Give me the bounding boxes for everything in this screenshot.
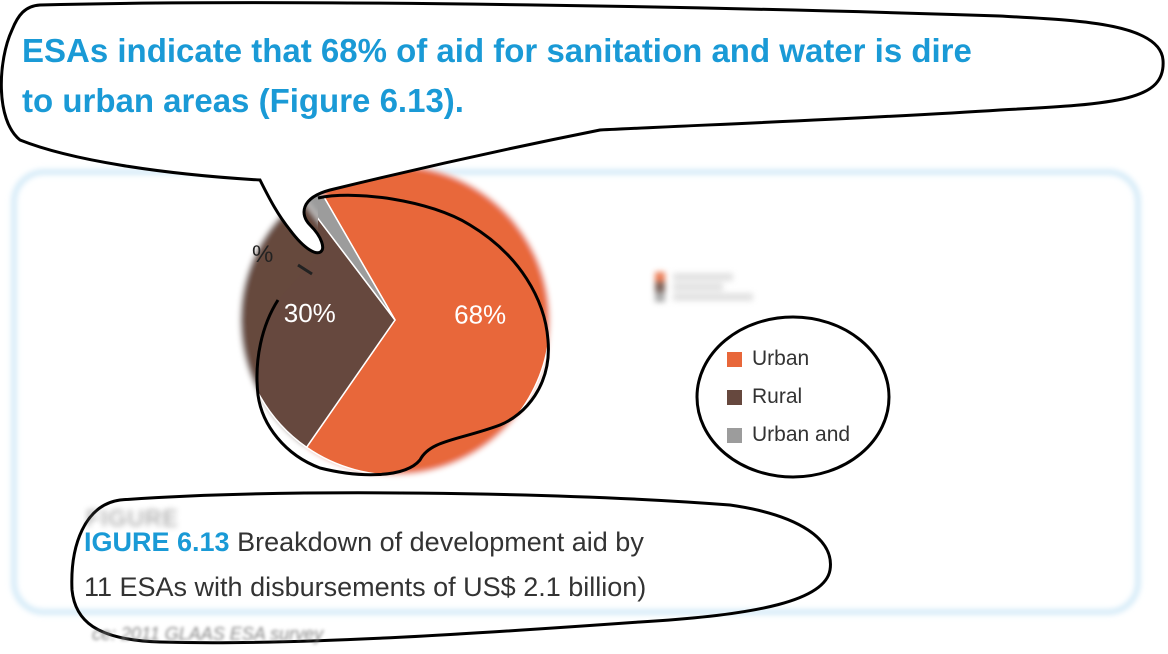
legend-label: Urban and — [752, 423, 851, 446]
legend-label: Rural — [752, 385, 803, 408]
headline: ESAs indicate that 68% of aid for sanita… — [22, 26, 1162, 126]
figure-caption: IGURE 6.13 Breakdown of development aid … — [84, 520, 646, 610]
legend-item-urban-and: Urban and — [727, 416, 850, 454]
legend-swatch — [727, 351, 742, 367]
headline-line-1: ESAs indicate that 68% of aid for sanita… — [22, 32, 972, 69]
speech-bubble — [0, 1, 1165, 255]
pie-data-label-small: % — [252, 241, 273, 268]
pie-slice-urban — [305, 195, 549, 475]
legend-item-urban: Urban — [727, 340, 850, 378]
pie-data-label: 68% — [454, 300, 506, 330]
caption-blurred: FIGURE — [86, 505, 859, 531]
caption-figure-label: IGURE 6.13 — [84, 527, 230, 557]
legend-blur-item — [655, 292, 753, 302]
legend-label: Urban — [752, 347, 810, 370]
legend-blur-item — [655, 282, 753, 292]
pie-lens-outline — [255, 193, 550, 477]
pie-leader-line — [297, 263, 313, 276]
legend-swatch — [727, 389, 742, 405]
figure-frame — [11, 169, 1141, 615]
caption-line-1: IGURE 6.13 Breakdown of development aid … — [84, 520, 646, 565]
legend: Urban Rural Urban and — [727, 340, 850, 454]
caption-text: Breakdown of development aid by — [229, 527, 644, 557]
legend-blurred — [655, 272, 753, 302]
caption-line-2: 11 ESAs with disbursements of US$ 2.1 bi… — [84, 572, 647, 602]
pie-data-label: 30% — [284, 298, 336, 328]
legend-item-rural: Rural — [727, 378, 850, 416]
caption-lens-outline — [70, 491, 832, 645]
headline-line-2: to urban areas (Figure 6.13). — [22, 82, 464, 119]
legend-swatch — [727, 427, 742, 443]
source-note: ce: 2011 GLAAS ESA survey — [92, 624, 324, 644]
legend-lens-outline — [695, 315, 891, 479]
legend-blur-item — [655, 272, 753, 282]
